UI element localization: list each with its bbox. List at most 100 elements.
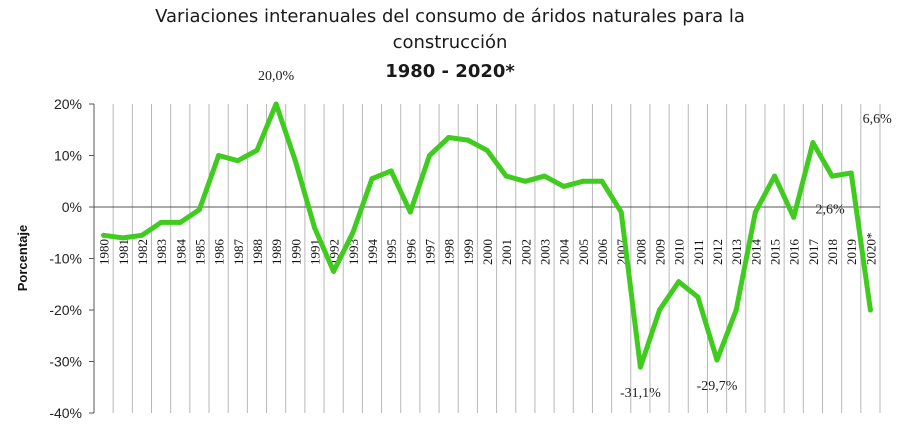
y-tick-labels: 20% 10% 0% -10% -20% -30% -40% (49, 96, 94, 421)
data-point-2015 (772, 173, 778, 179)
x-tick-label: 2002 (518, 239, 533, 265)
data-point-2007 (618, 209, 624, 215)
data-point-2016 (791, 214, 797, 220)
data-point-2002 (522, 178, 528, 184)
x-tick-labels: 1980 1981 1982 1983 1984 1985 1986 1987 1988 1989… (97, 233, 879, 266)
data-point-1981 (120, 235, 126, 241)
x-tick-label: 1996 (403, 239, 418, 266)
data-point-1992 (331, 268, 337, 274)
data-point-2018 (829, 173, 835, 179)
data-point-1982 (139, 232, 145, 238)
data-point-2009 (657, 307, 663, 313)
data-point-1994 (369, 176, 375, 182)
x-tick-label: 2011 (691, 239, 706, 265)
data-point-2000 (484, 147, 490, 153)
x-tick-label: 2008 (633, 239, 648, 265)
x-tick-label: 1990 (288, 239, 303, 265)
x-tick-label: 1984 (173, 239, 188, 266)
data-point-2008 (637, 364, 643, 370)
data-point-1986 (216, 153, 222, 158)
x-tick-label: 2018 (825, 239, 840, 265)
data-point-1995 (388, 168, 394, 174)
data-point-1993 (350, 230, 356, 236)
x-tick-label: 1982 (135, 239, 150, 265)
x-tick-label: 1985 (192, 239, 207, 265)
x-tick-label: 1988 (250, 239, 265, 265)
data-point-2013 (733, 307, 739, 313)
y-tick-label: 0% (62, 199, 82, 215)
data-point-1997 (426, 153, 432, 158)
data-point-1991 (311, 225, 317, 231)
data-point-2011 (695, 294, 701, 300)
x-tick-label: 2001 (499, 239, 514, 265)
data-point-2012 (714, 357, 720, 363)
data-point-1983 (158, 219, 164, 225)
x-tick-label: 1998 (442, 239, 457, 265)
data-label: -29,7% (697, 379, 738, 394)
x-tick-label: 2014 (748, 239, 763, 266)
data-point-1996 (407, 209, 413, 215)
x-tick-label: 2000 (480, 239, 495, 265)
x-tick-label: 1997 (422, 239, 437, 266)
x-tick-label: 1993 (346, 239, 361, 265)
x-tick-label: 2019 (844, 239, 859, 265)
x-tick-label: 2013 (729, 239, 744, 265)
x-tick-label: 1980 (97, 239, 112, 265)
data-point-1990 (292, 158, 298, 164)
data-label: 6,6% (863, 112, 893, 127)
chart-title-continuation: construcción (392, 32, 508, 53)
data-point-2003 (542, 173, 548, 179)
y-tick-label: 10% (54, 148, 82, 164)
data-point-2019 (848, 170, 854, 176)
x-tick-label: 1989 (269, 239, 284, 265)
x-tick-label: 2020* (863, 233, 878, 266)
y-tick-label: -30% (49, 354, 82, 370)
x-tick-label: 1999 (461, 239, 476, 265)
data-label: 20,0% (258, 69, 295, 84)
chart-title: Variaciones interanuales del consumo de … (155, 6, 745, 27)
x-tick-label: 1987 (231, 239, 246, 266)
x-tick-label: 1994 (365, 239, 380, 266)
chart-subtitle: 1980 - 2020* (385, 61, 515, 82)
x-tick-label: 1986 (212, 239, 227, 266)
data-labels: 20,0% -31,1% -29,7% 2,6% 6,6% (258, 69, 892, 401)
data-point-1989 (273, 101, 279, 107)
data-point-1999 (465, 137, 471, 143)
data-point-2004 (561, 183, 567, 189)
y-tick-label: -10% (49, 251, 82, 267)
x-tick-label: 2009 (653, 239, 668, 265)
data-point-2001 (503, 173, 509, 179)
x-tick-label: 2017 (806, 239, 821, 266)
x-tick-label: 1991 (307, 239, 322, 265)
y-tick-label: -20% (49, 302, 82, 318)
x-tick-label: 1995 (384, 239, 399, 265)
data-label: -31,1% (620, 386, 661, 401)
data-point-2010 (676, 279, 682, 285)
data-point-1987 (235, 158, 241, 164)
x-tick-label: 2006 (595, 239, 610, 266)
data-point-1988 (254, 147, 260, 153)
data-point-2014 (752, 209, 758, 215)
data-point-1980 (101, 232, 107, 238)
x-tick-label: 2010 (672, 239, 687, 265)
x-tick-label: 2015 (768, 239, 783, 265)
data-point-2017 (810, 140, 816, 146)
x-tick-label: 1981 (116, 239, 131, 265)
data-point-2006 (599, 178, 605, 184)
x-tick-label: 2004 (557, 239, 572, 266)
data-point-1984 (177, 219, 183, 225)
y-tick-label: 20% (54, 96, 82, 112)
data-point-2020 (867, 307, 873, 313)
x-tick-label: 2005 (576, 239, 591, 265)
data-point-2005 (580, 178, 586, 184)
x-tick-label: 2016 (787, 239, 802, 266)
y-tick-label: -40% (49, 405, 82, 421)
data-point-1985 (196, 207, 202, 213)
data-label: 2,6% (815, 203, 845, 218)
data-points (101, 101, 873, 370)
x-tick-label: 1983 (154, 239, 169, 265)
y-axis-label: Porcentaje (15, 225, 30, 291)
data-point-1998 (446, 134, 452, 140)
x-tick-label: 2012 (710, 239, 725, 265)
